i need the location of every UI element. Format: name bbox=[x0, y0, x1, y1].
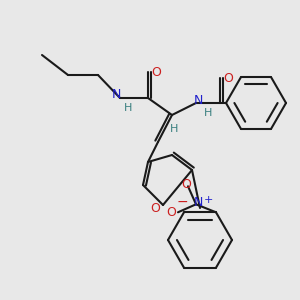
Text: H: H bbox=[124, 103, 132, 113]
Text: O: O bbox=[166, 206, 176, 219]
Text: H: H bbox=[170, 124, 178, 134]
Text: O: O bbox=[150, 202, 160, 215]
Text: O: O bbox=[151, 65, 161, 79]
Text: +: + bbox=[203, 195, 213, 205]
Text: O: O bbox=[181, 178, 191, 191]
Text: N: N bbox=[111, 88, 121, 101]
Text: H: H bbox=[204, 108, 212, 118]
Text: −: − bbox=[176, 195, 188, 209]
Text: N: N bbox=[193, 196, 203, 209]
Text: N: N bbox=[193, 94, 203, 107]
Text: O: O bbox=[223, 71, 233, 85]
